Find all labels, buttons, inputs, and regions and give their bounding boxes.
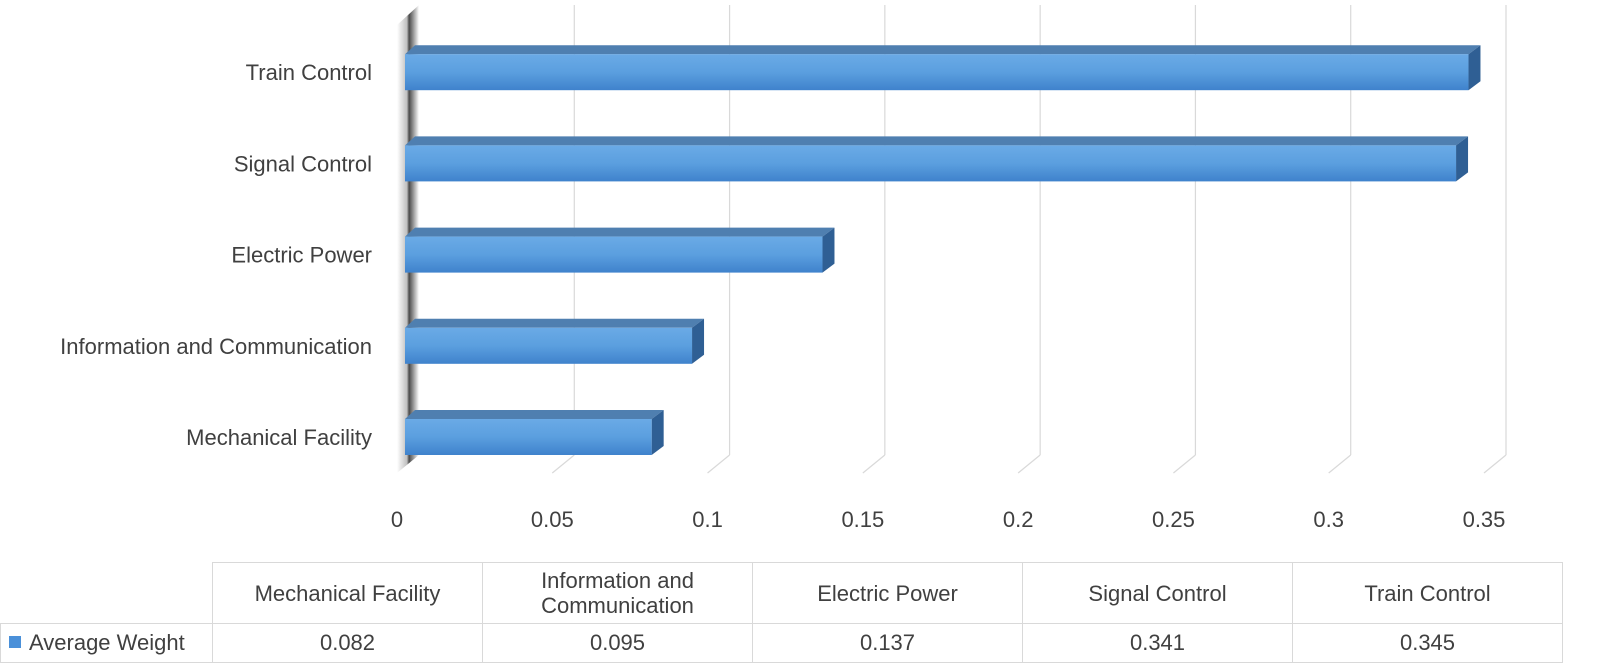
bar-signal-control [405, 136, 1469, 182]
x-tick-label-0-35: 0.35 [1463, 507, 1506, 532]
bar-front-information-and-communication [405, 327, 693, 364]
bar-mechanical-facility [405, 410, 664, 455]
bars [405, 45, 1481, 455]
table-value-mechanical-facility: 0.082 [212, 623, 483, 663]
y-category-label-electric-power: Electric Power [231, 243, 372, 268]
x-tick-label-0: 0 [391, 507, 403, 532]
table-value-signal-control: 0.341 [1022, 623, 1293, 663]
bar-top-train-control [405, 45, 1481, 55]
x-tick-label-0-15: 0.15 [841, 507, 884, 532]
floor-line-0-25 [1173, 454, 1196, 474]
table-series-cell: Average Weight [0, 623, 213, 663]
table-header-electric-power: Electric Power [752, 562, 1023, 624]
floor-line-0-1 [707, 454, 730, 474]
bar-front-signal-control [405, 145, 1457, 182]
legend-key [9, 636, 21, 649]
floor-line-0-05 [551, 454, 575, 474]
bar-front-train-control [405, 54, 1469, 91]
bar-side-electric-power [822, 227, 835, 273]
table-header-mechanical-facility: Mechanical Facility [212, 562, 483, 624]
legend-label: Average Weight [29, 630, 185, 655]
floor-line-0-2 [1017, 454, 1041, 474]
table-header-information-and-communication: Information and Communication [482, 562, 753, 624]
table-header-train-control: Train Control [1292, 562, 1563, 624]
bar-information-and-communication [405, 318, 705, 364]
table-value-information-and-communication: 0.095 [482, 623, 753, 663]
x-tick-label-0-1: 0.1 [692, 507, 723, 532]
x-tick-label-0-2: 0.2 [1003, 507, 1034, 532]
table-value-train-control: 0.345 [1292, 623, 1563, 663]
floor-line-0-15 [862, 454, 886, 474]
table-value-electric-power: 0.137 [752, 623, 1023, 663]
x-tick-label-0-25: 0.25 [1152, 507, 1195, 532]
bar-front-electric-power [405, 236, 823, 273]
y-category-label-mechanical-facility: Mechanical Facility [186, 425, 372, 450]
bar-electric-power [405, 227, 835, 273]
table-header-signal-control: Signal Control [1022, 562, 1293, 624]
bar-side-train-control [1468, 45, 1481, 91]
y-category-label-train-control: Train Control [246, 60, 372, 85]
table-corner [0, 562, 213, 624]
bar-train-control [405, 45, 1481, 91]
value-axis: 0 0.05 0.1 0.15 0.2 0.25 0.3 0.35 [391, 507, 1506, 532]
bar-side-signal-control [1456, 136, 1469, 182]
bar-side-mechanical-facility [651, 410, 664, 455]
bar-top-mechanical-facility [405, 410, 664, 419]
y-category-label-signal-control: Signal Control [234, 151, 372, 176]
bar-front-mechanical-facility [405, 419, 652, 455]
floor-line-0-3 [1328, 454, 1352, 474]
x-tick-label-0-05: 0.05 [531, 507, 574, 532]
bar-top-signal-control [405, 136, 1469, 146]
data-table: Mechanical Facility Information and Comm… [0, 562, 1563, 663]
floor-line-0-35 [1483, 454, 1507, 474]
y-category-label-information-and-communication: Information and Communication [60, 334, 372, 359]
x-tick-label-0-3: 0.3 [1313, 507, 1344, 532]
bar-side-information-and-communication [692, 318, 705, 364]
bar-chart: Mechanical Facility Information and Commu… [60, 5, 1507, 532]
bar-top-electric-power [405, 227, 835, 237]
category-axis: Mechanical Facility Information and Commu… [60, 60, 372, 450]
bar-top-information-and-communication [405, 318, 705, 328]
